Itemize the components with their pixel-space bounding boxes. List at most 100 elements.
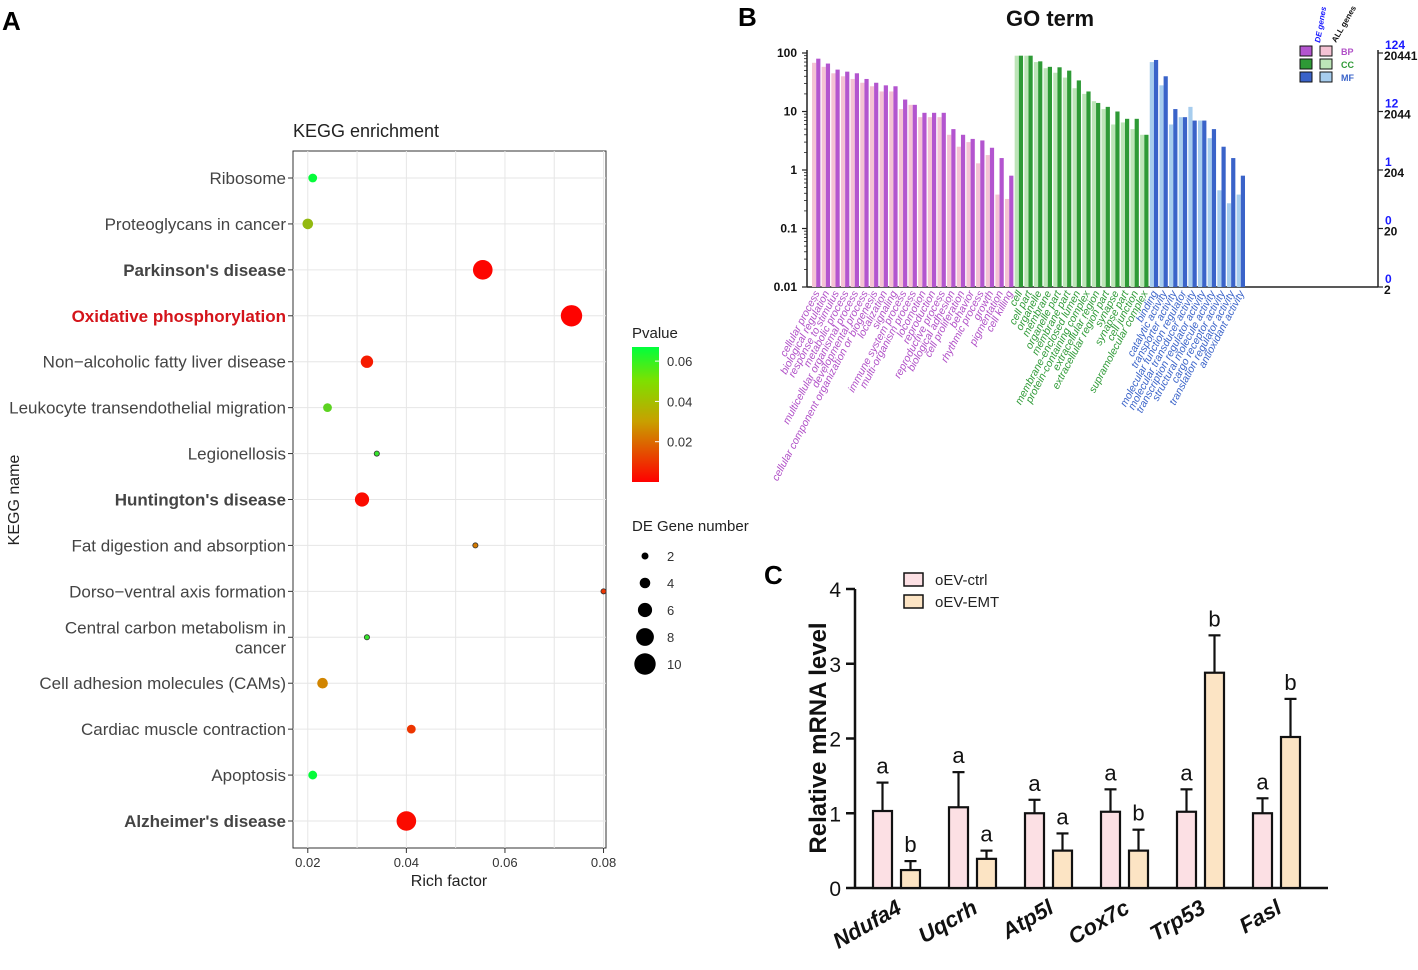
go-right-all-label: 2044 xyxy=(1384,108,1411,122)
go-legend-de-header: DE genes xyxy=(1313,5,1328,43)
go-bar-de-rhythmic-process xyxy=(980,140,985,287)
go-bar-de-membrane-part xyxy=(1067,70,1072,287)
go-bar-all-biological-regulation xyxy=(821,66,826,287)
go-left-tick-label: 100 xyxy=(777,46,797,60)
qpcr-significance-letter: a xyxy=(1256,769,1269,794)
go-bar-all-membrane-part xyxy=(1062,77,1068,287)
kegg-name-apoptosis: Apoptosis xyxy=(211,766,286,785)
qpcr-legend-swatch xyxy=(903,594,924,609)
go-left-tick-label: 10 xyxy=(784,105,798,119)
kegg-grid xyxy=(293,151,606,848)
kegg-point-central-carbon-metabolism-in-cancer xyxy=(363,634,370,641)
kegg-point-huntington-s-disease xyxy=(354,492,370,507)
qpcr-legend-swatch xyxy=(903,572,924,587)
kegg-x-tick-label: 0.06 xyxy=(492,855,517,870)
go-bar-de-multicellular-organismal-process xyxy=(854,73,859,287)
go-bar-de-antioxidant-activity xyxy=(1240,175,1245,287)
qpcr-bar-oev-ctrl-ndufa4 xyxy=(871,809,894,890)
go-legend-label-mf: MF xyxy=(1341,73,1354,83)
go-bars xyxy=(812,55,1245,288)
go-bar-all-locomotion xyxy=(918,117,923,287)
go-bar-de-behavior xyxy=(970,138,975,287)
go-bar-all-developmental-process xyxy=(860,82,865,287)
go-bar-all-supramolecular-complex xyxy=(1140,134,1145,287)
qpcr-gene-label-uqcrh: Uqcrh xyxy=(914,895,982,948)
go-bar-de-metabolic-process xyxy=(845,71,850,287)
qpcr-significance-letter: a xyxy=(1180,760,1193,785)
go-legend-label-cc: CC xyxy=(1341,60,1354,70)
qpcr-significance-letter: b xyxy=(1284,670,1296,695)
kegg-name-parkinson-s-disease: Parkinson's disease xyxy=(123,261,286,280)
kegg-x-ticks: 0.02 0.04 0.06 0.08 xyxy=(295,848,616,870)
size-legend-label: 6 xyxy=(667,603,674,618)
qpcr-significance-letter: b xyxy=(904,832,916,857)
go-bar-de-pigmentation xyxy=(999,158,1004,287)
qpcr-significance-letter: a xyxy=(1056,804,1069,829)
go-right-all-label: 2 xyxy=(1384,283,1391,297)
kegg-name-dorso-ventral-axis-formation: Dorso−ventral axis formation xyxy=(69,582,286,601)
qpcr-y-ticks: 0 1 2 3 4 xyxy=(829,579,855,901)
go-bar-all-multicellular-organismal-process xyxy=(850,78,855,288)
qpcr-bar-oev-emt-trp53 xyxy=(1203,671,1226,890)
kegg-name-proteoglycans-in-cancer: Proteoglycans in cancer xyxy=(105,215,287,234)
go-legend-all-swatch xyxy=(1319,71,1333,83)
qpcr-y-tick-label: 3 xyxy=(829,654,841,677)
go-bar-de-organelle-part xyxy=(1057,67,1062,288)
go-bar-all-response-to-stimulus xyxy=(831,73,836,287)
qpcr-significance-letter: a xyxy=(876,754,889,779)
go-bar-de-cargo-receptor-activity xyxy=(1221,146,1226,287)
go-bar-de-biological-adhesion xyxy=(951,129,956,287)
go-legend-de-swatch xyxy=(1299,58,1313,70)
kegg-x-tick-label: 0.04 xyxy=(394,855,419,870)
go-right-de-label: 0 xyxy=(1385,214,1392,228)
qpcr-bar-oev-emt-ndufa4 xyxy=(899,868,922,890)
qpcr-bar-oev-ctrl-uqcrh xyxy=(947,806,970,890)
kegg-point-non-alcoholic-fatty-liver-disease xyxy=(360,355,374,368)
kegg-point-proteoglycans-in-cancer xyxy=(302,218,314,230)
go-left-tick-label: 0.01 xyxy=(774,280,798,294)
qpcr-gene-label-trp53: Trp53 xyxy=(1145,895,1209,946)
size-legend-label: 8 xyxy=(667,630,674,645)
kegg-title: KEGG enrichment xyxy=(293,121,439,141)
go-bar-de-developmental-process xyxy=(864,78,869,288)
go-right-all-label: 20441 xyxy=(1384,49,1418,63)
qpcr-significance-letter: a xyxy=(1028,771,1041,796)
go-right-de-label: 12 xyxy=(1385,97,1399,111)
qpcr-legend: oEV-ctrl oEV-EMT xyxy=(903,572,999,611)
go-bar-all-reproductive-process xyxy=(937,117,942,287)
go-bar-de-transcription-regulator-activity xyxy=(1202,120,1207,287)
size-legend-label: 2 xyxy=(667,549,674,564)
qpcr-bar-oev-emt-atp5l xyxy=(1051,849,1074,890)
go-bar-de-localization xyxy=(883,85,888,288)
kegg-name-ribosome: Ribosome xyxy=(209,169,286,188)
go-bar-all-organelle-part xyxy=(1053,72,1058,287)
size-legend-dot xyxy=(639,577,651,589)
panel-b-label: B xyxy=(738,2,757,32)
kegg-name-alzheimer-s-disease: Alzheimer's disease xyxy=(124,812,286,831)
qpcr-y-tick-label: 1 xyxy=(829,803,841,826)
go-bar-de-synapse-part xyxy=(1125,118,1130,287)
qpcr-bar-oev-ctrl-cox7c xyxy=(1099,810,1122,890)
size-legend-dot xyxy=(636,628,654,646)
kegg-name-leukocyte-transendothelial-migration: Leukocyte transendothelial migration xyxy=(9,399,286,418)
kegg-point-parkinson-s-disease xyxy=(472,260,493,280)
go-bar-all-metabolic-process xyxy=(840,76,846,288)
go-bar-de-membrane-enclosed-lumen xyxy=(1076,80,1081,288)
pvalue-legend-ticks: 0.06 0.04 0.02 xyxy=(655,354,692,450)
go-bar-de-cellular-component-organization-or-biogenesis xyxy=(874,82,879,287)
go-legend-all-header: ALL genes xyxy=(1330,4,1358,44)
go-bar-all-organelle xyxy=(1033,62,1039,287)
go-bar-de-cell xyxy=(1018,55,1024,287)
go-bar-de-cell-killing xyxy=(1009,175,1014,287)
go-bar-all-antioxidant-activity xyxy=(1236,194,1241,287)
go-legend-all-swatch xyxy=(1319,58,1333,70)
qpcr-legend-label-oev-emt: oEV-EMT xyxy=(935,594,999,611)
kegg-point-oxidative-phosphorylation xyxy=(560,305,583,327)
size-legend-label: 4 xyxy=(667,576,674,591)
kegg-point-cell-adhesion-molecules-cams xyxy=(317,677,328,689)
go-bar-de-cellular-process xyxy=(816,58,821,287)
go-bar-all-molecular-transducer-activity xyxy=(1188,106,1193,288)
go-right-all-label: 20 xyxy=(1384,225,1398,239)
